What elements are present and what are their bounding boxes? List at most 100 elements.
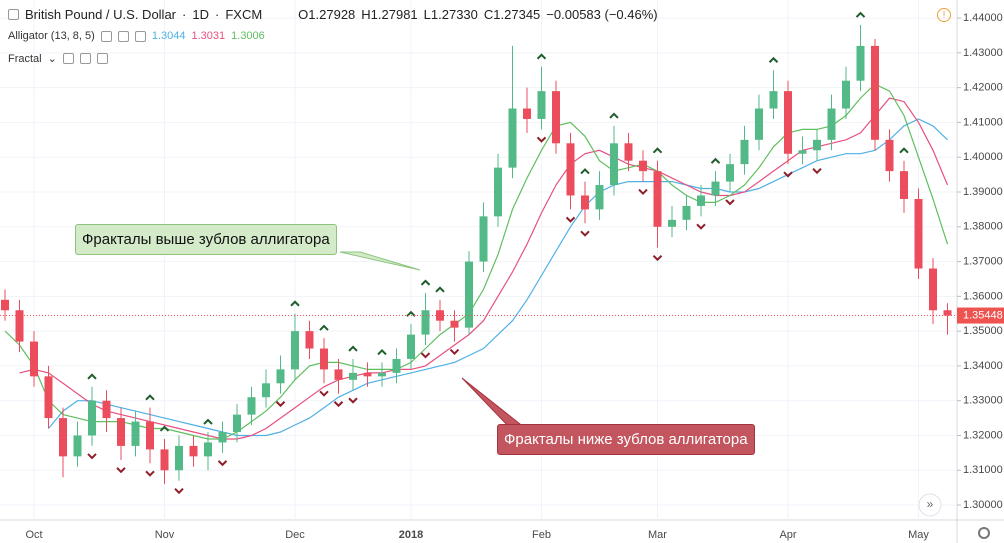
candle-body [262, 383, 270, 398]
candle-body [624, 143, 633, 161]
x-tick-label: 2018 [399, 529, 423, 541]
candle-body [450, 320, 459, 328]
indicator-value: 1.3006 [231, 30, 265, 42]
candle-body [566, 143, 575, 196]
candle-body [552, 91, 560, 144]
y-tick-label: 1.32000 [963, 429, 1003, 441]
y-tick-label: 1.40000 [963, 151, 1003, 163]
fractal-down [333, 401, 344, 408]
candle-body [44, 376, 53, 419]
candle-body [1, 299, 9, 311]
candle-body [291, 331, 299, 370]
fractal-up [710, 157, 721, 164]
scroll-button[interactable] [918, 493, 942, 517]
x-tick-label: Apr [779, 529, 796, 541]
fractal-down [812, 167, 822, 175]
candle-body [392, 358, 401, 373]
eye-icon[interactable] [100, 30, 112, 42]
y-tick-label: 1.42000 [963, 82, 1003, 94]
candle-body [494, 167, 502, 217]
fractal-up [145, 394, 155, 401]
alligator-line [19, 97, 949, 440]
candle-body [595, 185, 604, 210]
candle-body [682, 205, 691, 220]
fractal-up [609, 112, 619, 119]
candle-body [276, 369, 285, 384]
fractal-down [145, 470, 155, 477]
indicator-name[interactable]: Fractal [8, 52, 42, 65]
ohlc-change: −0.00583 (−0.46%) [546, 7, 658, 22]
candles [1, 25, 952, 485]
fractal-up [652, 147, 663, 154]
candle-body [697, 195, 705, 206]
y-tick-label: 1.43000 [963, 47, 1003, 59]
annotation: Фракталы ниже зублов аллигатора [497, 424, 755, 455]
candle-body [320, 348, 328, 370]
y-tick-label: 1.34000 [963, 360, 1003, 372]
candle-body [885, 139, 894, 172]
scroll-button-icon: » [927, 497, 934, 511]
fractal-down [725, 199, 735, 206]
fractal-up [203, 418, 213, 425]
y-tick-label: 1.36000 [963, 290, 1003, 302]
fractal-down [449, 348, 460, 355]
candle-body [929, 268, 937, 311]
candle-body [436, 310, 444, 321]
y-tick-label: 1.44000 [963, 12, 1003, 24]
candle-body [856, 45, 865, 81]
candle-body [639, 160, 647, 172]
last-price-box [957, 307, 1004, 324]
fractal-down [783, 171, 793, 178]
indicator-name[interactable]: Alligator (13, 8, 5) [8, 30, 95, 42]
ohlc-open: O1.27928 [298, 7, 356, 22]
close-icon[interactable] [134, 30, 146, 42]
candle-body [175, 445, 183, 471]
eye-icon[interactable] [62, 53, 74, 64]
candle-body [59, 418, 67, 457]
candle-body [305, 331, 314, 349]
y-tick-label: 1.33000 [963, 395, 1003, 407]
collapse-icon[interactable] [8, 9, 19, 20]
settings-icon[interactable] [79, 53, 91, 64]
fractal-up [768, 56, 779, 63]
fractal-up [420, 279, 431, 286]
fractal-up [348, 345, 358, 352]
axes: 1.30000 1.31000 1.32000 1.33000 1.34000 1.350… [0, 12, 1004, 541]
last-price-label: 1.35448 [963, 309, 1003, 321]
y-tick-label: 1.39000 [963, 186, 1003, 198]
candle-body [479, 216, 488, 262]
x-tick-label: Oct [25, 529, 42, 541]
fractals [87, 11, 909, 495]
candle-body [378, 372, 386, 377]
indicator-value: 1.3044 [151, 30, 186, 42]
close-icon[interactable] [96, 53, 108, 64]
fractal-up [406, 310, 416, 317]
fractal-up [319, 324, 329, 331]
fractal-down [420, 352, 431, 359]
indicator-values: 1.3044 1.3031 1.3006 [152, 30, 265, 42]
x-tick-label: May [908, 529, 929, 541]
candle-body [798, 150, 807, 154]
candle-body [537, 91, 546, 119]
settings-icon[interactable] [978, 527, 990, 539]
candle-body [508, 108, 517, 168]
y-tick-label: 1.30000 [963, 499, 1003, 511]
fractal-up [159, 425, 170, 432]
fractal-down [87, 453, 97, 460]
fractal-down [696, 223, 706, 230]
fractal-down [174, 487, 184, 495]
candle-body [146, 421, 154, 450]
candle-body [900, 171, 908, 199]
y-tick-label: 1.41000 [963, 116, 1003, 128]
y-tick-label: 1.31000 [963, 464, 1003, 476]
callout-pointer [339, 251, 421, 271]
ohlc-close: C1.27345 [483, 7, 541, 22]
candle-body [73, 435, 82, 457]
fractal-up [435, 286, 445, 293]
candle-body [15, 310, 24, 342]
alert-icon[interactable] [937, 8, 951, 22]
candle-body [160, 449, 169, 471]
settings-icon[interactable] [117, 30, 129, 42]
fractal-up [899, 147, 909, 154]
